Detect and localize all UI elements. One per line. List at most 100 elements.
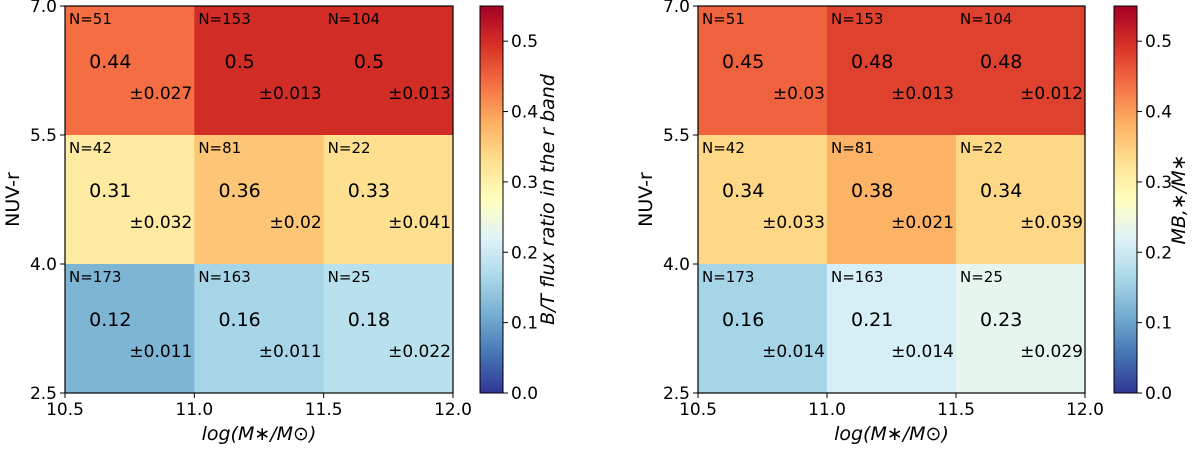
colorbar-tick-label: 0.3 xyxy=(511,173,538,193)
colorbar-tick-label: 0.5 xyxy=(511,32,538,52)
cell-value-label: 0.31 xyxy=(89,180,131,202)
cell-error-label: ±0.013 xyxy=(388,84,451,104)
colorbar-tick-label: 0.1 xyxy=(511,314,538,334)
x-axis-label: log(M∗/M⊙) xyxy=(202,423,317,445)
cell-count-label: N=163 xyxy=(198,268,250,286)
y-axis-label: NUV-r xyxy=(635,172,657,227)
cell-count-label: N=25 xyxy=(960,268,1003,286)
cell-count-label: N=104 xyxy=(960,10,1012,28)
cell-value-label: 0.33 xyxy=(348,180,390,202)
cell-error-label: ±0.041 xyxy=(388,213,451,233)
heatmap-cell xyxy=(956,6,1086,136)
heatmap-cell xyxy=(65,6,195,136)
y-tick-label: 2.5 xyxy=(30,384,57,404)
cell-error-label: ±0.03 xyxy=(773,84,825,104)
cell-error-label: ±0.033 xyxy=(762,213,825,233)
heatmap-cell xyxy=(194,6,325,136)
y-tick-label: 5.5 xyxy=(30,126,57,146)
heatmap-cell xyxy=(65,264,195,394)
x-tick-label: 10.5 xyxy=(679,400,717,420)
colorbar-tick-label: 0.4 xyxy=(1145,103,1172,123)
x-tick-label: 11.5 xyxy=(305,400,343,420)
heatmap-cell xyxy=(698,135,828,265)
cell-count-label: N=51 xyxy=(702,10,745,28)
y-tick-label: 4.0 xyxy=(663,255,690,275)
cell-value-label: 0.48 xyxy=(851,51,893,73)
colorbar-tick-label: 0.3 xyxy=(1145,173,1172,193)
colorbar-tick-label: 0.2 xyxy=(511,243,538,263)
cell-value-label: 0.16 xyxy=(218,309,260,331)
cell-count-label: N=104 xyxy=(328,10,380,28)
cell-error-label: ±0.012 xyxy=(1020,84,1083,104)
cell-count-label: N=25 xyxy=(328,268,371,286)
cell-value-label: 0.48 xyxy=(980,51,1022,73)
x-tick-label: 11.0 xyxy=(175,400,213,420)
heatmap-cell xyxy=(65,135,195,265)
cell-count-label: N=173 xyxy=(702,268,754,286)
heatmap-cell xyxy=(323,135,454,265)
x-tick-label: 12.0 xyxy=(1066,400,1104,420)
cell-value-label: 0.44 xyxy=(89,51,131,73)
heatmap-cell xyxy=(827,135,957,265)
cell-count-label: N=173 xyxy=(69,268,121,286)
cell-count-label: N=153 xyxy=(198,10,250,28)
cell-error-label: ±0.013 xyxy=(259,84,322,104)
cell-value-label: 0.16 xyxy=(722,309,764,331)
cell-count-label: N=163 xyxy=(831,268,883,286)
y-axis-label: NUV-r xyxy=(2,172,24,227)
plot-frame xyxy=(697,5,1086,394)
cell-error-label: ±0.039 xyxy=(1020,213,1083,233)
cell-value-label: 0.21 xyxy=(851,309,893,331)
x-axis-label: log(M∗/M⊙) xyxy=(834,423,949,445)
cell-count-label: N=22 xyxy=(328,139,371,157)
heatmap-cell xyxy=(194,135,325,265)
y-tick-label: 4.0 xyxy=(30,255,57,275)
y-tick-label: 5.5 xyxy=(663,126,690,146)
heatmap-cell xyxy=(323,264,454,394)
cell-count-label: N=81 xyxy=(831,139,874,157)
heatmap-panel-1: N=510.44±0.027N=1530.5±0.013N=1040.5±0.0… xyxy=(2,0,559,445)
cell-value-label: 0.5 xyxy=(354,51,384,73)
cell-error-label: ±0.02 xyxy=(270,213,322,233)
cell-value-label: 0.34 xyxy=(980,180,1022,202)
cell-count-label: N=81 xyxy=(198,139,241,157)
cell-error-label: ±0.022 xyxy=(388,342,451,362)
heatmap-cell xyxy=(698,264,828,394)
colorbar xyxy=(1113,5,1138,394)
cell-error-label: ±0.032 xyxy=(129,213,192,233)
colorbar-tick-label: 0.2 xyxy=(1145,243,1172,263)
heatmap-cell xyxy=(323,6,454,136)
cell-value-label: 0.45 xyxy=(722,51,764,73)
cell-count-label: N=42 xyxy=(69,139,112,157)
cell-value-label: 0.23 xyxy=(980,309,1022,331)
y-tick-label: 2.5 xyxy=(663,384,690,404)
x-tick-label: 10.5 xyxy=(46,400,84,420)
colorbar-label: MB,∗/M∗ xyxy=(1168,154,1190,244)
colorbar-tick-label: 0.0 xyxy=(1145,384,1172,404)
cell-value-label: 0.5 xyxy=(224,51,254,73)
x-tick-label: 11.5 xyxy=(937,400,975,420)
colorbar-tick-label: 0.4 xyxy=(511,103,538,123)
x-tick-label: 11.0 xyxy=(808,400,846,420)
cell-error-label: ±0.011 xyxy=(259,342,322,362)
colorbar-tick-label: 0.1 xyxy=(1145,314,1172,334)
heatmap-cell xyxy=(698,6,828,136)
x-tick-label: 12.0 xyxy=(434,400,472,420)
heatmap-cell xyxy=(956,135,1086,265)
cell-count-label: N=22 xyxy=(960,139,1003,157)
colorbar-tick-label: 0.5 xyxy=(1145,32,1172,52)
cell-value-label: 0.36 xyxy=(218,180,260,202)
colorbar-tick-label: 0.0 xyxy=(511,384,538,404)
cell-value-label: 0.12 xyxy=(89,309,131,331)
cell-value-label: 0.34 xyxy=(722,180,764,202)
colorbar xyxy=(479,5,504,394)
cell-count-label: N=153 xyxy=(831,10,883,28)
cell-value-label: 0.18 xyxy=(348,309,390,331)
cell-error-label: ±0.029 xyxy=(1020,342,1083,362)
cell-error-label: ±0.027 xyxy=(129,84,192,104)
cell-error-label: ±0.011 xyxy=(129,342,192,362)
plot-frame xyxy=(64,5,454,394)
cell-value-label: 0.38 xyxy=(851,180,893,202)
colorbar-label: B/T flux ratio in the r band xyxy=(537,73,559,325)
